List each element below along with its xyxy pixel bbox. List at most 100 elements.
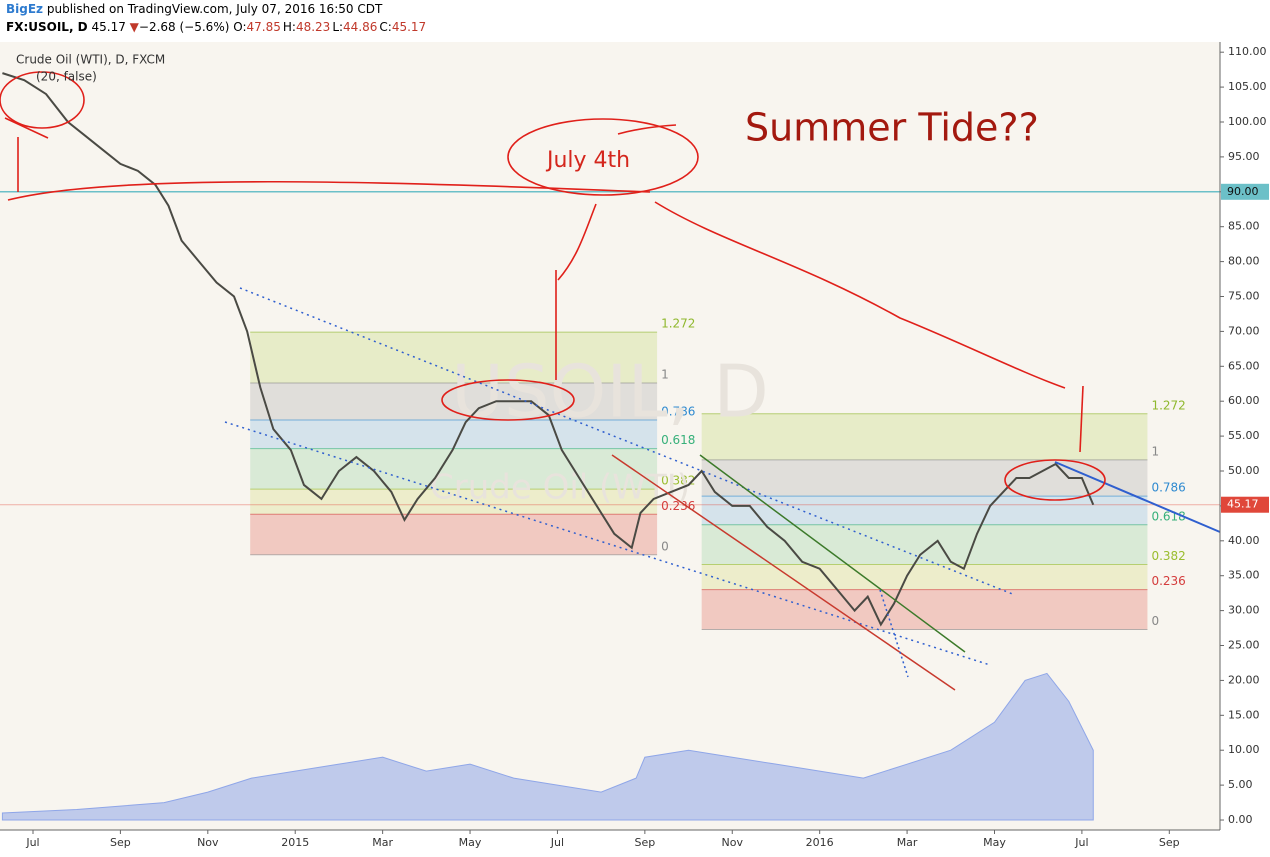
fib-band [250, 514, 658, 555]
x-tick-label: 2015 [281, 836, 309, 849]
ohlc: O:47.85 H:48.23 L:44.86 C:45.17 [233, 20, 428, 34]
arrow: ▼ [129, 20, 139, 34]
y-tick-label: 105.00 [1228, 80, 1267, 93]
circle [507, 118, 699, 196]
chart: 00.2360.3820.6180.78611.27200.2360.3820.… [0, 42, 1270, 857]
fib-band [250, 332, 658, 384]
x-tick-label: Mar [897, 836, 918, 849]
published: published on TradingView.com, July 07, 2… [46, 2, 383, 16]
annotation: Summer Tide?? [745, 106, 1039, 150]
fib-band [701, 564, 1148, 590]
ohlc-label: L: [332, 20, 344, 34]
fib-band [701, 589, 1148, 630]
drawings [0, 71, 1221, 691]
y-tick-label: 35.00 [1228, 569, 1260, 582]
y-tick-label: 10.00 [1228, 743, 1260, 756]
fib-label: 0 [661, 539, 669, 553]
y-tick-label: 30.00 [1228, 604, 1260, 617]
y-tick-label: 95.00 [1228, 150, 1260, 163]
chart-title: Crude Oil (WTI), D, FXCM [16, 53, 165, 67]
header: BigEz published on TradingView.com, July… [0, 0, 1270, 42]
fib-label: 1 [1151, 444, 1159, 458]
fib-band [701, 524, 1148, 565]
y-tick-label: 100.00 [1228, 115, 1267, 128]
ohlc-label: C: [379, 20, 392, 34]
fib-label: 0.382 [1151, 549, 1185, 563]
x-tick-label: May [983, 836, 1006, 849]
x-tick-label: May [459, 836, 482, 849]
price-line [2, 72, 1095, 627]
hline-tag [1221, 183, 1269, 200]
ohlc-label: O: [233, 20, 247, 34]
circle [1004, 459, 1106, 501]
author[interactable]: BigEz [6, 2, 44, 16]
y-tick-label: 15.00 [1228, 708, 1260, 721]
y-tick-label: 75.00 [1228, 289, 1260, 302]
stroke [1079, 385, 1084, 453]
hline-label: 90.00 [1227, 185, 1259, 198]
trend-line [611, 454, 956, 691]
stroke [654, 201, 1066, 389]
x-tick-label: 2016 [806, 836, 834, 849]
symbol: FX:USOIL, D [6, 20, 88, 34]
x-tick-label: Mar [372, 836, 393, 849]
last: 45.17 [91, 20, 126, 34]
fib-label: 1 [661, 368, 669, 382]
ohlc-label: H: [282, 20, 296, 34]
y-tick-label: 55.00 [1228, 429, 1260, 442]
y-tick-label: 85.00 [1228, 220, 1260, 233]
x-tick-label: Sep [1159, 836, 1180, 849]
indicator: (20, false) [36, 70, 97, 84]
circle [0, 71, 85, 129]
x-tick-label: Jul [550, 836, 564, 849]
x-tick-label: Jul [1074, 836, 1088, 849]
price-tag [1221, 496, 1269, 513]
y-tick-label: 65.00 [1228, 359, 1260, 372]
y-tick-label: 80.00 [1228, 255, 1260, 268]
stroke [617, 124, 677, 135]
marks-layer [1, 72, 1095, 821]
watermark-text: USOIL, D [451, 350, 769, 434]
fib-label: 0.786 [1151, 481, 1185, 495]
y-tick-label: 25.00 [1228, 639, 1260, 652]
fib-label: 0.618 [1151, 509, 1185, 523]
x-tick-label: Jul [25, 836, 39, 849]
trend-line [239, 287, 1016, 596]
fib-label: 0.786 [661, 405, 695, 419]
price-tag-label: 45.17 [1227, 498, 1259, 511]
fib-label: 0.618 [661, 433, 695, 447]
fib-label: 0.236 [661, 499, 695, 513]
fib-band [701, 413, 1148, 460]
fib-label: 0.382 [661, 474, 695, 488]
y-tick-label: 110.00 [1228, 45, 1267, 58]
ohlc-value: 47.85 [246, 20, 281, 34]
volume-area [1, 672, 1094, 821]
x-tick-label: Sep [110, 836, 131, 849]
trend-line [224, 421, 991, 666]
y-tick-label: 60.00 [1228, 394, 1260, 407]
circle [441, 379, 575, 421]
stroke [4, 117, 651, 201]
stroke [555, 203, 597, 380]
ohlc-value: 44.86 [343, 20, 378, 34]
ohlc-value: 48.23 [295, 20, 331, 34]
publish-line: BigEz published on TradingView.com, July… [6, 0, 1270, 18]
fib-band [701, 496, 1148, 525]
x-tick-label: Nov [197, 836, 219, 849]
trend-line [1054, 461, 1221, 533]
y-tick-label: 5.00 [1228, 778, 1253, 791]
fib-label: 0.236 [1151, 574, 1185, 588]
y-tick-label: 0.00 [1228, 813, 1253, 826]
y-tick-label: 20.00 [1228, 673, 1260, 686]
change: −2.68 (−5.6%) [138, 20, 230, 34]
fib-band [250, 420, 658, 449]
quote-line: FX:USOIL, D 45.17 ▼−2.68 (−5.6%) O:47.85… [6, 18, 1270, 36]
y-tick-label: 70.00 [1228, 324, 1260, 337]
y-tick-label: 50.00 [1228, 464, 1260, 477]
watermark-sub: Crude Oil (WTI) [430, 468, 690, 508]
annotation: July 4th [545, 148, 630, 173]
fib-band [250, 448, 658, 490]
hand-drawings [0, 71, 1106, 501]
axes-layer: 0.00 5.00 10.00 15.00 20.00 25.00 30.00 35.00 40… [25, 45, 1269, 849]
